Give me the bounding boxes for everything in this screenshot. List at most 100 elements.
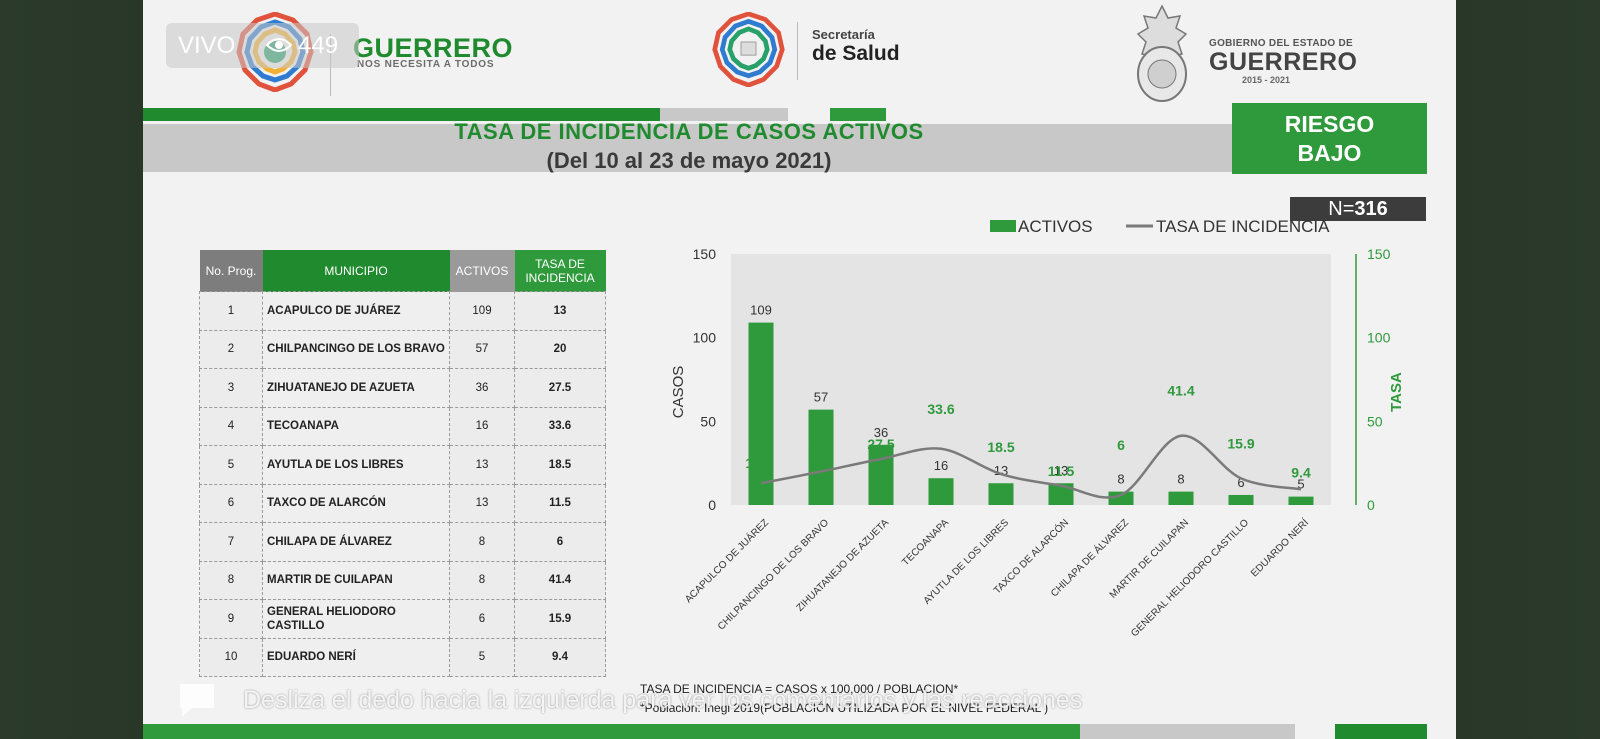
tasa-value-label: 11.5 [1048,463,1075,479]
bar [1168,491,1194,505]
cell-no: 9 [199,599,263,639]
cell-tasa: 20 [514,329,606,369]
page-subtitle: (Del 10 al 23 de mayo 2021) [546,148,832,173]
bar [1048,483,1074,505]
incidence-table: No. Prog. MUNICIPIO ACTIVOS TASA DE INCI… [199,250,606,677]
bar-value-label: 8 [1177,472,1184,487]
cell-municipio: GENERAL HELIODORO CASTILLO [262,599,450,639]
bar [928,478,954,505]
bar-value-label: 13 [1054,463,1068,478]
title-band [143,124,1235,172]
cell-no: 7 [199,522,263,562]
bar-value-label: 6 [1237,475,1244,490]
bar-value-label: 5 [1297,477,1304,492]
cell-no: 3 [199,368,263,408]
footer-gray-stripe [1080,724,1295,739]
y2-tick-label: 100 [1367,330,1391,346]
bar [1228,494,1254,505]
table-row: 9 GENERAL HELIODORO CASTILLO 6 15.9 [199,599,606,639]
chat-bubble-icon[interactable] [176,680,218,720]
cell-no: 2 [199,329,263,369]
bar-value-label: 8 [1117,472,1124,487]
cell-activos: 13 [449,445,515,485]
footer-green-block [1335,724,1427,739]
tasa-line [760,434,1302,499]
bar [748,322,774,505]
tasa-value-label: 6 [1117,437,1125,453]
live-label: VIVO [178,32,236,59]
bar-value-label: 57 [814,390,828,405]
x-category-label: GENERAL HELIODORO CASTILLO [1129,517,1251,639]
cell-activos: 57 [449,329,515,369]
y2-tick-label: 150 [1367,246,1391,262]
cell-activos: 6 [449,599,515,639]
cell-municipio: AYUTLA DE LOS LIBRES [262,445,450,485]
col-header-municipio: MUNICIPIO [262,250,450,292]
cell-activos: 5 [449,637,515,677]
bar [988,483,1014,505]
cell-no: 10 [199,637,263,677]
legend-line-label: TASA DE INCIDENCIA [1156,217,1330,236]
cell-no: 5 [199,445,263,485]
gobierno-label: GOBIERNO DEL ESTADO DE [1209,38,1354,49]
legend-bar-swatch [990,220,1016,232]
cell-activos: 8 [449,522,515,562]
cell-tasa: 9.4 [514,637,606,677]
y-tick-label: 50 [700,413,716,429]
tasa-value-label: 13 [745,455,761,471]
bar [1288,496,1314,505]
cell-no: 6 [199,483,263,523]
cell-municipio: CHILPANCINGO DE LOS BRAVO [262,329,450,369]
salud-logo-bottom: de Salud [812,42,900,65]
gray-stripe [660,108,788,121]
tasa-value-label: 27.5 [867,436,894,452]
tasa-value-label: 9.4 [1291,464,1311,480]
y2-axis-label: TASA [1388,372,1405,412]
tasa-value-label: 18.5 [987,439,1014,455]
bar-value-label: 36 [874,425,888,440]
cell-municipio: EDUARDO NERÍ [262,637,450,677]
y-tick-label: 0 [708,497,716,513]
table-row: 7 CHILAPA DE ÁLVAREZ 8 6 [199,522,606,562]
bar-value-label: 16 [934,458,948,473]
table-row: 1 ACAPULCO DE JUÁREZ 109 13 [199,291,606,331]
cell-no: 4 [199,406,263,446]
table-row: 8 MARTIR DE CUILAPAN 8 41.4 [199,560,606,600]
table-row: 10 EDUARDO NERÍ 5 9.4 [199,637,606,677]
tasa-value-label: 41.4 [1167,383,1194,399]
green-stripe [143,108,660,121]
n-label: N= [1328,198,1355,220]
table-row: 4 TECOANAPA 16 33.6 [199,406,606,446]
tasa-value-label: 20 [813,439,829,455]
green-small-stripe [830,108,886,121]
bar [868,444,894,505]
cell-municipio: MARTIR DE CUILAPAN [262,560,450,600]
y2-tick-label: 0 [1367,497,1375,513]
cell-tasa: 18.5 [514,445,606,485]
population-note: *Población: Inegi 2019(POBLACIÓN UTILIZA… [640,701,1049,715]
cell-municipio: TAXCO DE ALARCÓN [262,483,450,523]
col-header-no: No. Prog. [199,250,263,292]
cell-activos: 36 [449,368,515,408]
table-row: 5 AYUTLA DE LOS LIBRES 13 18.5 [199,445,606,485]
cell-activos: 13 [449,483,515,523]
cell-tasa: 13 [514,291,606,331]
cell-municipio: TECOANAPA [262,406,450,446]
guerrero-logo-title: GUERRERO [353,33,514,63]
cell-tasa: 27.5 [514,368,606,408]
cell-activos: 16 [449,406,515,446]
table-body: 1 ACAPULCO DE JUÁREZ 109 13 2 CHILPANCINGO DE… [199,291,606,677]
y2-tick-label: 50 [1367,413,1383,429]
risk-badge: RIESGO BAJO [1232,103,1427,174]
x-category-label: CHILPANCINGO DE LOS BRAVO [716,517,831,632]
tasa-value-label: 15.9 [1227,435,1254,451]
cell-municipio: ACAPULCO DE JUÁREZ [262,291,450,331]
guerrero-logo-subtitle: NOS NECESITA A TODOS [357,59,495,70]
cell-no: 8 [199,560,263,600]
formula-note: TASA DE INCIDENCIA = CASOS x 100,000 / P… [640,682,959,696]
cell-activos: 109 [449,291,515,331]
table-header-row: No. Prog. MUNICIPIO ACTIVOS TASA DE INCI… [199,250,606,292]
incidence-chart: 0 0 50 50 100 100 150 150 CASOS TASA ACTIVOS TASA D… [670,217,1405,639]
legend-bar-label: ACTIVOS [1018,217,1093,236]
live-chip [166,23,359,68]
